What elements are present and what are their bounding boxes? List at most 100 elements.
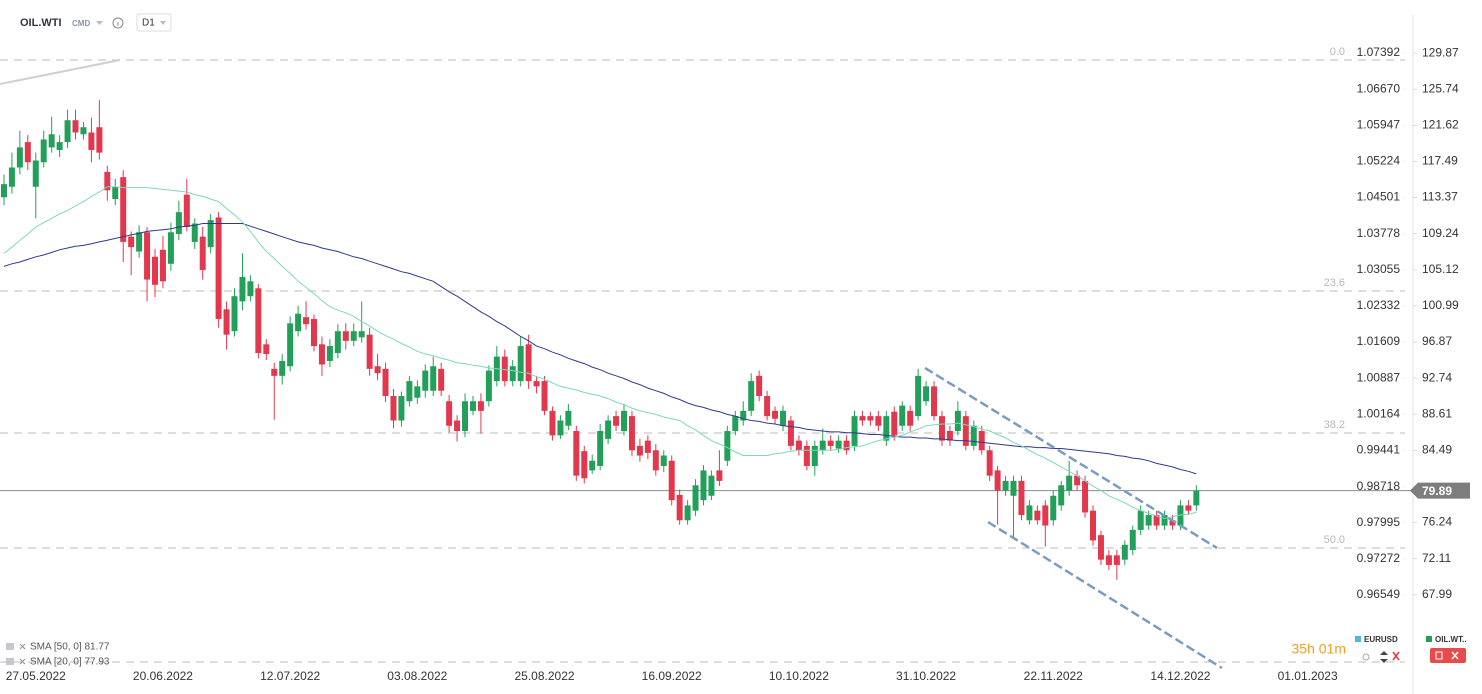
y2-tick-label: 1.05947 (1357, 117, 1401, 131)
candle-body (414, 386, 421, 398)
candle-body (1050, 495, 1057, 521)
candle-body (40, 139, 47, 163)
candle-body (318, 344, 325, 365)
sma-line (3, 186, 1197, 520)
candle-body (462, 401, 469, 431)
candle-body (120, 177, 127, 242)
candle-body (1026, 505, 1033, 521)
channel-line (987, 520, 1223, 670)
legend-close (19, 658, 26, 665)
candle-body (366, 334, 373, 369)
candle-body (231, 296, 238, 332)
candle-body (422, 370, 429, 391)
candle-body (175, 212, 182, 235)
candle-body (533, 381, 540, 387)
remove-button[interactable] (1430, 648, 1466, 663)
candle-body (287, 323, 294, 367)
x-tick-label: 01.01.2023 (1278, 669, 1338, 683)
eye-icon[interactable] (1362, 653, 1370, 661)
interval-select[interactable] (136, 13, 172, 32)
candle-body (454, 420, 461, 431)
candle-body (406, 381, 413, 402)
candle-body (644, 440, 651, 453)
candle-body (557, 420, 564, 436)
candle-body (819, 440, 826, 451)
candle-body (279, 360, 286, 376)
candle-body (1097, 535, 1104, 560)
fib-layer: 0.0 23.6 38.2 50.0 (0, 46, 1405, 663)
y2-tick-label: 1.01609 (1357, 334, 1401, 348)
candle-body (374, 366, 381, 374)
candle-body (390, 395, 397, 421)
candle-body (1042, 505, 1049, 526)
y2-tick-label: 1.04501 (1357, 190, 1401, 204)
candle-body (716, 470, 723, 481)
candle-body (1105, 555, 1112, 565)
candle-body (104, 171, 111, 191)
close-icon[interactable] (1392, 651, 1400, 661)
candle-body (827, 440, 834, 446)
candle-body (843, 440, 850, 451)
dropdown-arrow[interactable] (96, 21, 103, 25)
candle-body (1034, 510, 1041, 521)
candle-body (152, 256, 159, 285)
y2-tick-label: 0.97995 (1357, 515, 1401, 529)
market: CMD (72, 19, 90, 28)
candle-body (787, 420, 794, 446)
candle-body (128, 236, 135, 248)
candle-body (700, 470, 707, 501)
trend-line (0, 59, 121, 85)
candle-body (1145, 515, 1152, 526)
candle-body (994, 470, 1001, 491)
x-tick-label: 10.10.2022 (769, 669, 829, 683)
candle-body (1193, 490, 1200, 506)
candle-body (589, 460, 596, 471)
y-tick-label: 105.12 (1422, 262, 1459, 276)
legend-close (19, 643, 26, 650)
price-tag-label: 79.89 (1422, 484, 1452, 498)
settings-icon (1435, 651, 1443, 660)
candle-body (636, 445, 643, 456)
legend-swatch (1426, 636, 1432, 642)
candle-body (446, 401, 453, 426)
candle-body (708, 475, 715, 496)
order-arrows[interactable] (1380, 651, 1388, 663)
y-tick-label: 67.99 (1422, 587, 1452, 601)
fib-label: 38.2 (1324, 419, 1345, 431)
candle-body (255, 288, 262, 354)
candle-body (0, 184, 7, 198)
info-icon[interactable] (112, 17, 124, 29)
candle-body (8, 167, 15, 187)
candle-body (803, 445, 810, 467)
y2-tick-label: 1.03055 (1357, 262, 1401, 276)
sma-line (3, 223, 1197, 475)
candle-body (430, 366, 437, 391)
candle-body (899, 405, 906, 426)
candle-body (764, 395, 771, 417)
x-tick-label: 20.06.2022 (133, 669, 193, 683)
y2-tick-label: 0.96549 (1357, 587, 1401, 601)
candle-body (613, 416, 620, 426)
interval-arrow (160, 21, 166, 25)
candle-body (16, 147, 23, 168)
legend-swatch (1355, 636, 1361, 642)
candle-body (962, 416, 969, 446)
candle-body (1018, 480, 1025, 516)
candle-body (24, 142, 31, 163)
y2-tick-label: 1.06670 (1357, 81, 1401, 95)
fib-label: 50.0 (1324, 534, 1345, 546)
candle-body (923, 386, 930, 402)
candle-body (247, 281, 254, 297)
x-tick-label: 03.08.2022 (387, 669, 447, 683)
candle-body (1121, 544, 1128, 560)
candle-body (1074, 475, 1081, 486)
candle-body (541, 381, 548, 411)
countdown: 35h 01m (1292, 641, 1346, 657)
axis-layer: 129.87 125.74 121.62 117.49 113.37 109.24 105.… (6, 45, 1470, 683)
y-tick-label: 113.37 (1422, 190, 1458, 204)
candle-body (549, 410, 556, 436)
candle-body (32, 160, 39, 187)
candle-body (684, 505, 691, 521)
candle-body (875, 416, 882, 426)
candle-body (931, 386, 938, 417)
